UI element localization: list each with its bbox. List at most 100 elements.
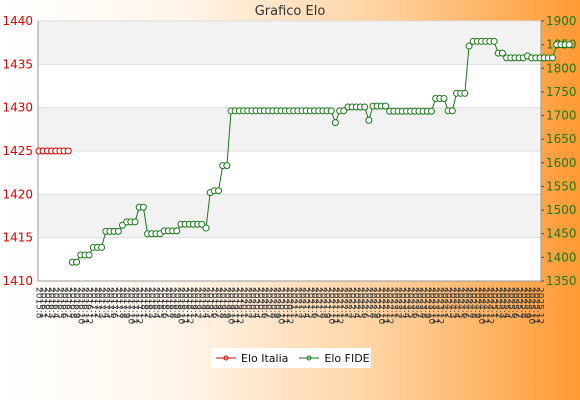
x-tick-label: 2017.10 — [125, 287, 135, 324]
y-left-tick-label: 1435 — [2, 57, 33, 71]
x-tick-label: 2025.9 — [522, 287, 532, 319]
x-tick-label: 2020.3 — [246, 287, 256, 319]
y-left-tick-label: 1430 — [2, 101, 33, 115]
y-right-tick-label: 1700 — [546, 109, 577, 123]
x-tick-label: 2021.6 — [309, 287, 319, 319]
y-right-tick-label: 1500 — [546, 203, 577, 217]
x-tick-label: 2017.1 — [88, 287, 98, 319]
x-tick-label: 2021.12 — [334, 287, 344, 324]
x-tick-label: 2016.1 — [38, 287, 48, 319]
x-tick-label: 2016.5 — [54, 287, 64, 319]
x-tick-label: 2017.9 — [121, 287, 131, 319]
x-tick-label: 2017.4 — [100, 287, 110, 319]
x-tick-label: 2019.6 — [209, 287, 219, 319]
x-tick-label: 2018.7 — [163, 287, 173, 319]
x-tick-label: 2016.7 — [63, 287, 73, 319]
x-tick-label: 2025.1 — [489, 287, 499, 319]
elo-fide-point — [361, 103, 369, 111]
x-tick-label: 2024.2 — [443, 287, 453, 319]
x-tick-label: 2021.10 — [326, 287, 336, 324]
legend-marker-italia — [216, 355, 236, 361]
x-tick-label: 2016.4 — [50, 287, 60, 319]
x-tick-label: 2021.5 — [305, 287, 315, 319]
elo-fide-point — [73, 258, 81, 266]
x-tick-label: 2024.4 — [451, 287, 461, 319]
x-tick-label: 2018.9 — [171, 287, 181, 319]
x-tick-label: 2023.1 — [388, 287, 398, 319]
x-tick-label: 2022.1 — [338, 287, 348, 319]
elo-fide-point — [382, 102, 390, 110]
x-tick-label: 2025.4 — [501, 287, 511, 319]
elo-fide-point — [565, 41, 573, 49]
x-tick-label: 2016.9 — [71, 287, 81, 319]
y-right-tick-label: 1800 — [546, 61, 577, 75]
x-tick-label: 2024.9 — [472, 287, 482, 319]
y-left-tick-label: 1420 — [2, 187, 33, 201]
y-right-tick-label: 1400 — [546, 250, 577, 264]
elo-fide-point — [448, 107, 456, 115]
x-tick-label: 2024.12 — [484, 287, 494, 324]
x-tick-label: 2019.7 — [213, 287, 223, 319]
x-tick-label: 2019.5 — [205, 287, 215, 319]
y-left-tick-label: 1415 — [2, 231, 33, 245]
x-tick-label: 2023.9 — [422, 287, 432, 319]
x-tick-label: 2022.8 — [368, 287, 378, 319]
legend-item-fide: Elo FIDE — [298, 352, 370, 365]
x-tick-label: 2022.3 — [347, 287, 357, 319]
x-tick-label: 2023.7 — [413, 287, 423, 319]
x-tick-label: 2025.8 — [518, 287, 528, 319]
x-tick-label: 2022.6 — [359, 287, 369, 319]
x-tick-label: 2019.1 — [188, 287, 198, 319]
x-tick-label: 2023.8 — [418, 287, 428, 319]
x-tick-label: 2017.6 — [109, 287, 119, 319]
elo-fide-point — [365, 116, 373, 124]
x-tick-label: 2019.8 — [217, 287, 227, 319]
chart-legend: Elo Italia Elo FIDE — [211, 348, 371, 368]
x-tick-label: 2023.10 — [426, 287, 436, 324]
x-tick-label: 2017.12 — [134, 287, 144, 324]
x-tick-label: 2022.12 — [384, 287, 394, 324]
x-tick-label: 2019.2 — [192, 287, 202, 319]
x-tick-label: 2015.8 — [34, 287, 44, 319]
legend-label-italia: Elo Italia — [241, 351, 289, 365]
x-tick-label: 2022.4 — [351, 287, 361, 319]
x-tick-label: 2016.10 — [75, 287, 85, 324]
x-tick-label: 2025.11 — [530, 287, 540, 324]
x-tick-label: 2018.5 — [155, 287, 165, 319]
x-tick-label: 2022.2 — [342, 287, 352, 319]
x-tick-label: 2025.5 — [505, 287, 515, 319]
x-tick-label: 2016.3 — [46, 287, 56, 319]
x-tick-label: 2020.1 — [238, 287, 248, 319]
x-tick-label: 2021.1 — [288, 287, 298, 319]
y-right-tick-label: 1450 — [546, 227, 577, 241]
x-tick-label: 2019.4 — [201, 287, 211, 319]
x-tick-label: 2019.9 — [221, 287, 231, 319]
x-tick-label: 2023.11 — [430, 287, 440, 324]
x-tick-label: 2016.8 — [67, 287, 77, 319]
x-tick-label: 2017.7 — [113, 287, 123, 319]
grid-band — [38, 107, 541, 151]
x-tick-label: 2024.1 — [438, 287, 448, 319]
grid-band — [38, 194, 541, 238]
x-tick-label: 2016.2 — [42, 287, 52, 319]
x-tick-label: 2017.11 — [130, 287, 140, 324]
elo-fide-point — [114, 227, 122, 235]
x-tick-label: 2023.6 — [409, 287, 419, 319]
x-tick-label: 2020.5 — [255, 287, 265, 319]
x-tick-label: 2018.8 — [167, 287, 177, 319]
elo-italia-point — [64, 147, 72, 155]
x-tick-label: 2024.6 — [459, 287, 469, 319]
x-tick-label: 2018.6 — [159, 287, 169, 319]
elo-fide-point — [202, 224, 210, 232]
x-tick-label: 2020.11 — [280, 287, 290, 324]
elo-fide-point — [440, 95, 448, 103]
x-tick-label: 2021.11 — [330, 287, 340, 324]
y-left-tick-label: 1425 — [2, 144, 33, 158]
x-tick-label: 2025.7 — [514, 287, 524, 319]
x-tick-label: 2023.2 — [393, 287, 403, 319]
y-right-tick-label: 1350 — [546, 274, 577, 288]
elo-fide-point — [223, 162, 231, 170]
x-tick-label: 2024.7 — [464, 287, 474, 319]
elo-fide-point — [327, 107, 335, 115]
